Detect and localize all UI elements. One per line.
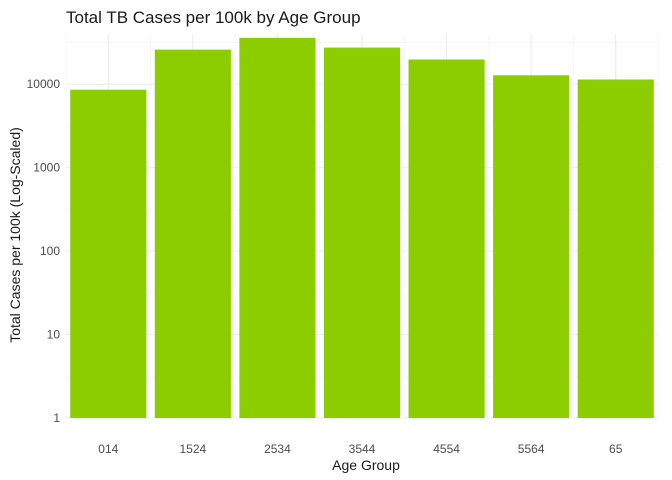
x-tick-label: 4554	[433, 442, 460, 456]
bar-014	[70, 89, 147, 418]
x-tick-label: 65	[609, 442, 623, 456]
bar-2534	[239, 37, 316, 418]
bar-65	[577, 79, 654, 419]
bar-5564	[493, 75, 570, 419]
x-tick-label: 3544	[349, 442, 376, 456]
y-tick-label: 1000	[33, 161, 60, 175]
y-tick-label: 1	[53, 411, 60, 425]
y-axis-ticks: 1 10 100 1000 10000	[27, 77, 61, 425]
bar-3544	[323, 47, 401, 418]
x-tick-label: 1524	[180, 442, 207, 456]
bars	[70, 37, 654, 419]
chart-title: Total TB Cases per 100k by Age Group	[66, 8, 361, 27]
x-axis-ticks: 014 1524 2534 3544 4554 5564 65	[98, 442, 622, 456]
x-axis-title: Age Group	[332, 457, 400, 473]
x-tick-label: 014	[98, 442, 118, 456]
x-tick-label: 5564	[518, 442, 545, 456]
bar-1524	[154, 49, 231, 418]
x-tick-label: 2534	[264, 442, 291, 456]
bar-4554	[408, 59, 485, 418]
y-axis-title: Total Cases per 100k (Log-Scaled)	[7, 127, 23, 343]
y-tick-label: 10000	[27, 77, 61, 91]
y-tick-label: 10	[47, 328, 61, 342]
y-tick-label: 100	[40, 244, 60, 258]
